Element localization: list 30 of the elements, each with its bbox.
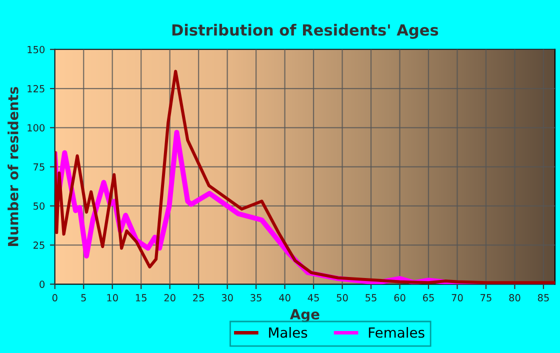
x-tick-label: 75 — [480, 294, 492, 302]
y-tick-label: 50 — [34, 202, 45, 210]
chart-title: Distribution of Residents' Ages — [172, 24, 438, 39]
x-tick-label: 60 — [394, 294, 406, 302]
x-tick-label: 10 — [107, 294, 118, 302]
x-tick-label: 25 — [193, 294, 204, 302]
x-tick-label: 35 — [250, 294, 262, 302]
x-tick-label: 45 — [308, 294, 319, 302]
y-tick-label: 75 — [34, 163, 44, 171]
x-tick-label: 5 — [81, 294, 86, 302]
x-tick-label: 20 — [164, 294, 176, 302]
y-axis-title: Number of residents — [8, 87, 18, 246]
x-tick-label: 0 — [52, 294, 58, 302]
x-axis-title: Age — [290, 309, 320, 322]
x-tick-label: 65 — [422, 294, 434, 302]
x-tick-label: 55 — [366, 294, 376, 302]
x-tick-label: 15 — [136, 294, 146, 302]
legend-label: Males — [269, 327, 308, 338]
x-tick-label: 70 — [452, 294, 463, 302]
x-tick-label: 85 — [538, 294, 549, 302]
x-tick-label: 50 — [336, 294, 348, 302]
y-tick-label: 100 — [28, 124, 45, 132]
x-tick-label: 40 — [279, 294, 290, 302]
x-tick-label: 80 — [509, 294, 520, 302]
y-tick-label: 25 — [34, 242, 44, 249]
y-tick-label: 0 — [40, 280, 45, 288]
x-tick-label: 30 — [222, 294, 233, 302]
y-tick-label: 150 — [28, 46, 45, 54]
y-tick-label: 125 — [28, 85, 44, 92]
legend-label: Females — [368, 327, 424, 338]
